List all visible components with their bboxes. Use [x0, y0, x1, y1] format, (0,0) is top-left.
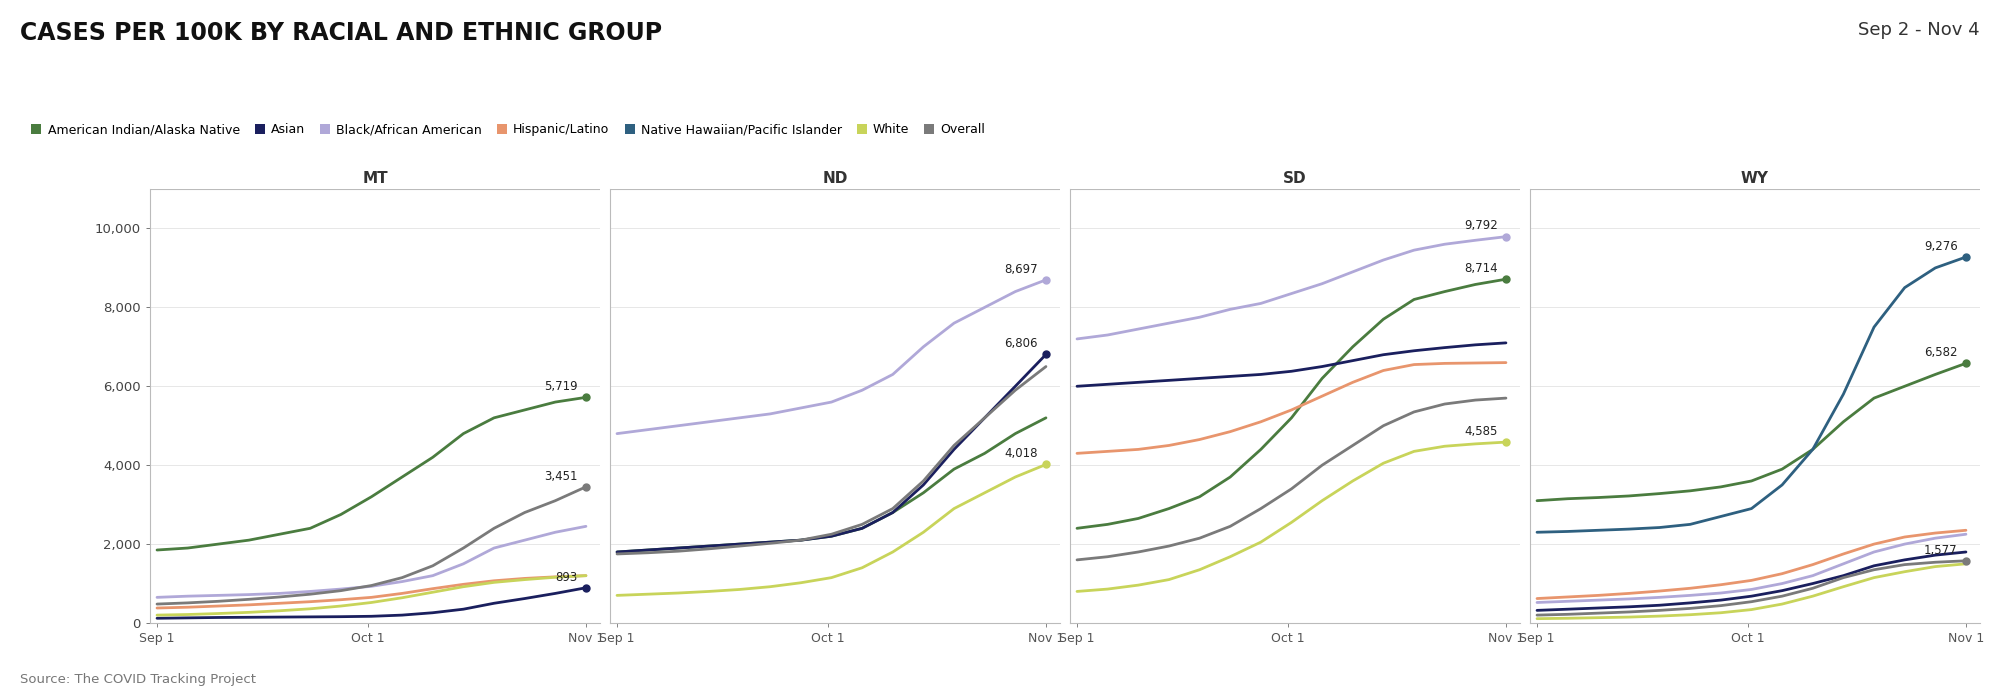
- Text: 8,697: 8,697: [1004, 262, 1038, 276]
- Text: 8,714: 8,714: [1464, 262, 1498, 275]
- Title: SD: SD: [1284, 172, 1306, 186]
- Text: 9,276: 9,276: [1924, 240, 1958, 253]
- Text: 1,577: 1,577: [1924, 544, 1958, 556]
- Title: WY: WY: [1740, 172, 1770, 186]
- Title: ND: ND: [822, 172, 848, 186]
- Text: 9,792: 9,792: [1464, 220, 1498, 232]
- Legend: American Indian/Alaska Native, Asian, Black/African American, Hispanic/Latino, N: American Indian/Alaska Native, Asian, Bl…: [26, 118, 990, 141]
- Title: MT: MT: [362, 172, 388, 186]
- Text: Sep 2 - Nov 4: Sep 2 - Nov 4: [1858, 21, 1980, 39]
- Text: 4,018: 4,018: [1004, 447, 1038, 461]
- Text: CASES PER 100K BY RACIAL AND ETHNIC GROUP: CASES PER 100K BY RACIAL AND ETHNIC GROU…: [20, 21, 662, 45]
- Text: 6,582: 6,582: [1924, 346, 1958, 359]
- Text: 4,585: 4,585: [1464, 425, 1498, 438]
- Text: 5,719: 5,719: [544, 380, 578, 393]
- Text: 893: 893: [556, 570, 578, 584]
- Text: 3,451: 3,451: [544, 470, 578, 483]
- Text: 6,806: 6,806: [1004, 337, 1038, 350]
- Text: Source: The COVID Tracking Project: Source: The COVID Tracking Project: [20, 673, 256, 686]
